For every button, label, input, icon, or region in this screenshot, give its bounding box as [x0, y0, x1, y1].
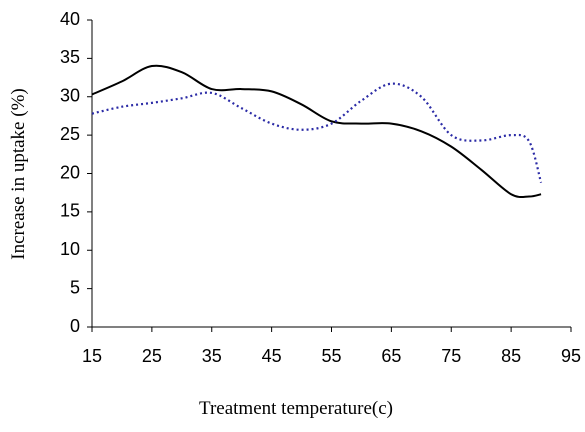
- x-tick-label: 45: [262, 346, 282, 366]
- x-tick-label: 55: [321, 346, 341, 366]
- x-tick-label: 15: [82, 346, 102, 366]
- y-tick-label: 35: [60, 47, 80, 67]
- line-series: [91, 82, 543, 184]
- y-tick-label: 10: [60, 239, 80, 259]
- y-tick-label: 40: [60, 9, 80, 29]
- y-tick-label: 15: [60, 201, 80, 221]
- y-axis-label: Increase in uptake (%): [8, 88, 29, 259]
- x-tick-label: 85: [501, 346, 521, 366]
- y-tick-label: 5: [70, 277, 80, 297]
- x-tick-label: 65: [381, 346, 401, 366]
- y-tick-label: 30: [60, 86, 80, 106]
- y-tick-label: 25: [60, 124, 80, 144]
- y-tick-label: 0: [70, 316, 80, 336]
- x-tick-label: 35: [202, 346, 222, 366]
- x-tick-label: 25: [142, 346, 162, 366]
- x-axis-label: Treatment temperature(c): [199, 398, 393, 419]
- y-tick-label: 20: [60, 162, 80, 182]
- x-tick-label: 75: [441, 346, 461, 366]
- x-tick-label: 95: [561, 346, 581, 366]
- line-series: [91, 64, 542, 199]
